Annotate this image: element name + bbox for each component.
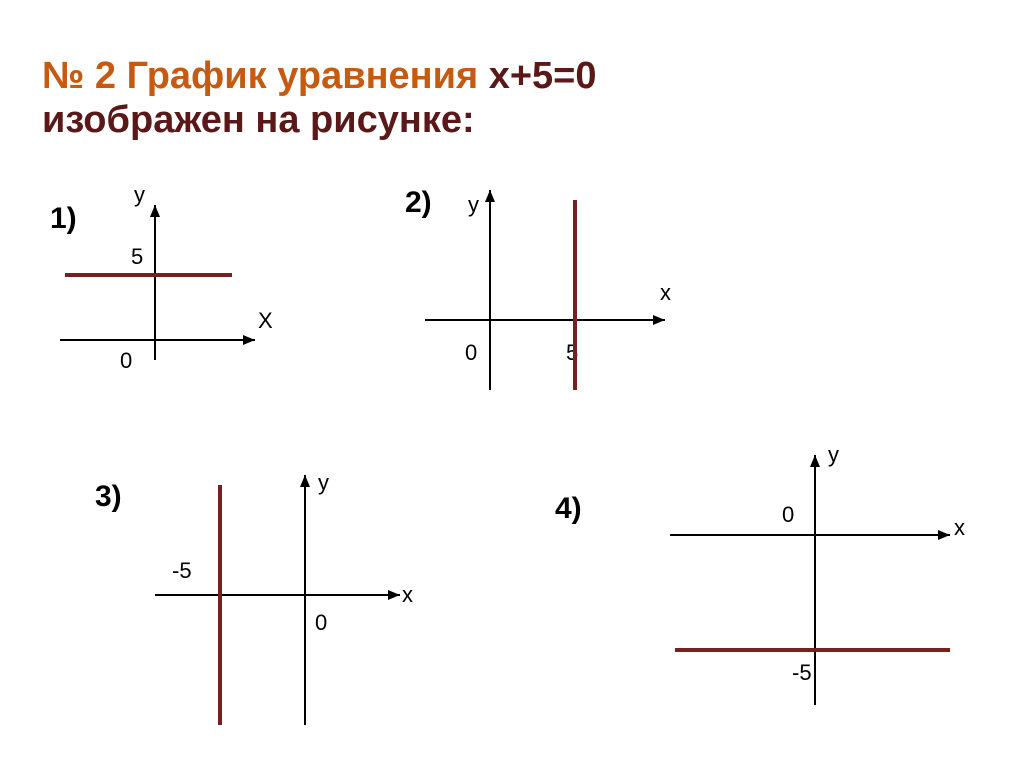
option-3-label: 3) bbox=[95, 480, 122, 514]
slide-canvas: № 2 График уравнения x+5=0 изображен на … bbox=[0, 0, 1024, 767]
opt1-chart bbox=[50, 205, 280, 375]
opt2-chart bbox=[420, 190, 690, 400]
option-4-label: 4) bbox=[555, 492, 582, 526]
opt4-chart bbox=[640, 455, 970, 715]
slide-title: № 2 График уравнения x+5=0 изображен на … bbox=[42, 55, 982, 142]
title-line-1: № 2 График уравнения x+5=0 bbox=[42, 55, 982, 99]
title-line-2: изображен на рисунке: bbox=[42, 99, 982, 143]
opt3-chart bbox=[150, 475, 420, 735]
